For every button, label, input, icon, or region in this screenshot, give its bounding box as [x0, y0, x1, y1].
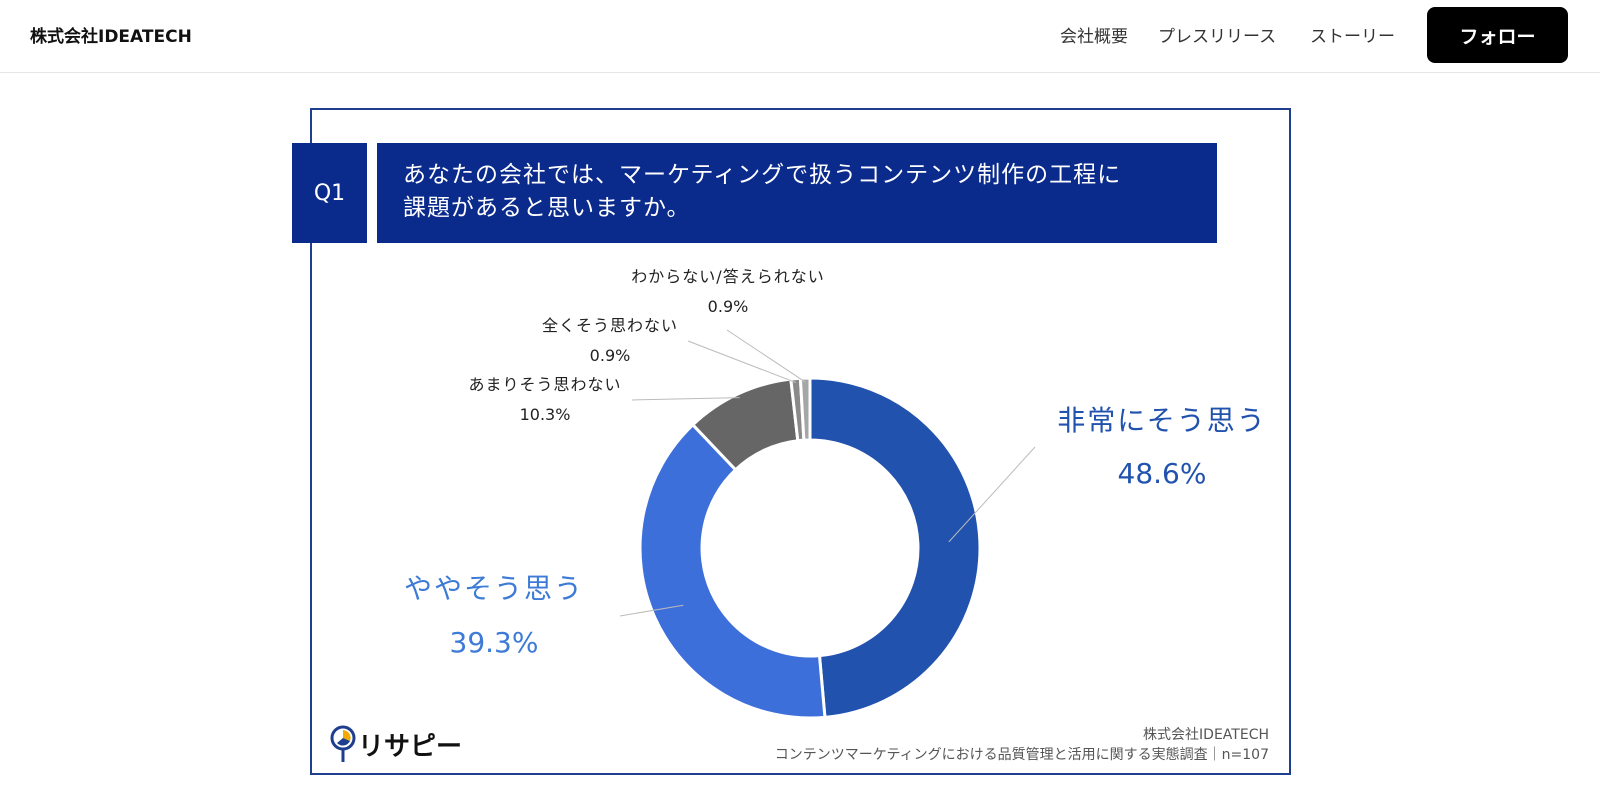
brand-logo[interactable]: 株式会社IDEATECH: [30, 27, 192, 47]
slice-value-2: 10.3%: [520, 405, 571, 424]
slice-value-4: 0.9%: [708, 297, 749, 316]
slice-label-3: 全くそう思わない: [542, 316, 678, 335]
slice-label-0: 非常にそう思う: [1057, 404, 1266, 437]
follow-button[interactable]: フォロー: [1427, 7, 1568, 63]
slice-value-0: 48.6%: [1118, 457, 1207, 490]
leader-line-1: [619, 604, 684, 617]
leader-line-4: [726, 329, 806, 383]
footer-survey: コンテンツマーケティングにおける品質管理と活用に関する実態調査｜n=107: [774, 747, 1269, 763]
slice-label-4: わからない/答えられない: [631, 267, 824, 286]
site-header: 株式会社IDEATECH 会社概要 プレスリリース ストーリー フォロー: [0, 0, 1600, 73]
donut-slice-1: [638, 422, 827, 720]
slice-label-2: あまりそう思わない: [468, 375, 621, 394]
question-line-1: あなたの会社では、マーケティングで扱うコンテンツ制作の工程に: [403, 162, 1122, 188]
question-number: Q1: [292, 143, 367, 243]
nav-press-release[interactable]: プレスリリース: [1158, 27, 1277, 47]
nav-company-overview[interactable]: 会社概要: [1060, 27, 1128, 47]
slice-label-1: ややそう思う: [404, 572, 584, 605]
slice-value-3: 0.9%: [590, 346, 631, 365]
question-text: あなたの会社では、マーケティングで扱うコンテンツ制作の工程に 課題があると思いま…: [377, 143, 1217, 243]
nav-story[interactable]: ストーリー: [1310, 27, 1395, 47]
donut-slice-4: [798, 376, 812, 442]
risapi-logo-icon: [330, 725, 356, 762]
leader-line-2: [631, 397, 740, 401]
footer-company: 株式会社IDEATECH: [1143, 727, 1269, 743]
leader-line-3: [687, 340, 797, 384]
question-line-2: 課題があると思いますか。: [403, 195, 691, 221]
leader-line-0: [948, 446, 1036, 543]
donut-slice-0: [808, 376, 982, 719]
slice-value-1: 39.3%: [450, 626, 539, 659]
risapi-logo-text: リサピー: [358, 732, 463, 762]
